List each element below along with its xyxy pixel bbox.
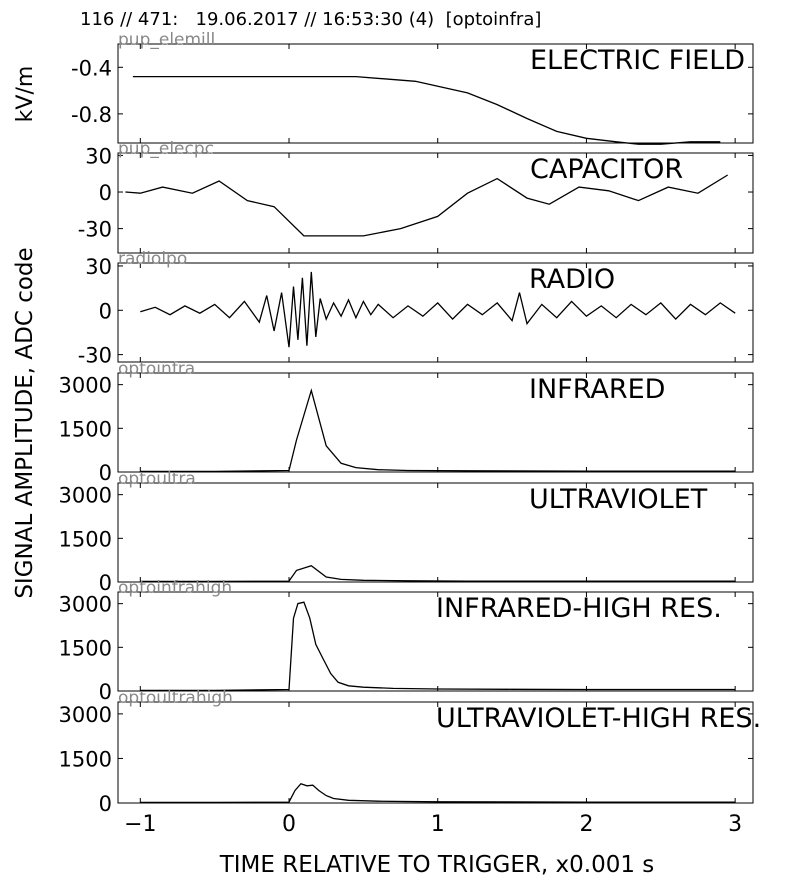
series-line (140, 388, 736, 473)
channel-label: optoinfrahigh (118, 578, 232, 598)
y-tick-label: 0 (99, 680, 112, 704)
panel-pup_elecpc: 30 0 -30 CAPACITOR pup_elecpc (78, 139, 754, 254)
channel-label: optoultrahigh (118, 688, 233, 708)
panel-title: RADIO (529, 264, 615, 295)
y-tick-label: -30 (78, 218, 112, 242)
plot-frame (117, 701, 754, 804)
y-axis-label-top: kV/m (13, 66, 38, 123)
channel-label: pup_elemill (118, 30, 215, 50)
y-tick-label: 0 (99, 792, 112, 816)
y-axis-label-main: SIGNAL AMPLITUDE, ADC code (12, 247, 38, 598)
series-line (140, 564, 736, 583)
y-tick-label: 1500 (59, 636, 112, 660)
y-tick-label: 3000 (59, 374, 112, 398)
channel-label: pup_elecpc (118, 139, 214, 159)
plot-frame (117, 262, 754, 363)
plot-frame (117, 372, 754, 473)
panel-title: INFRARED-HIGH RES. (436, 593, 722, 624)
y-tick-label: 1500 (59, 747, 112, 771)
y-tick-label: 0 (99, 299, 112, 323)
series-line (140, 271, 736, 348)
x-tick-label: 3 (728, 812, 742, 837)
plot-frame (117, 43, 754, 144)
channel-label: optoinfra (118, 359, 195, 379)
channel-label: radiolpo (118, 249, 187, 269)
x-tick-label: −1 (124, 812, 156, 837)
channel-label: optoultra (118, 469, 196, 489)
x-tick-label: 0 (282, 812, 296, 837)
panel-radiolpo: 30 0 -30 RADIO radiolpo (78, 249, 754, 368)
y-tick-label: 0 (99, 461, 112, 485)
y-tick-label: -0.8 (71, 103, 112, 127)
series-line (140, 782, 736, 804)
y-tick-label: 3000 (59, 593, 112, 617)
series-line (125, 174, 729, 237)
plot-frame (117, 591, 754, 692)
panel-pup_elemill: -0.4 -0.8 ELECTRIC FIELD pup_elemill (71, 30, 754, 145)
panel-title: INFRARED (529, 374, 665, 405)
chart-header: 116 // 471: 19.06.2017 // 16:53:30 (4) [… (80, 9, 542, 30)
x-axis-label: TIME RELATIVE TO TRIGGER, x0.001 s (219, 852, 655, 878)
panel-title: CAPACITOR (530, 154, 683, 185)
panel-optoultrahigh: 3000 1500 0 ULTRAVIOLET-HIGH RES. optoultrah… (59, 688, 762, 816)
panel-title: ELECTRIC FIELD (530, 45, 745, 76)
y-tick-label: -0.4 (71, 56, 112, 80)
plot-frame (117, 152, 754, 254)
y-tick-label: 3000 (59, 484, 112, 508)
series-line (132, 75, 721, 145)
x-tick-label: 1 (431, 812, 445, 837)
y-tick-label: -30 (78, 344, 112, 368)
y-tick-label: 30 (85, 255, 112, 279)
y-tick-label: 3000 (59, 703, 112, 727)
y-tick-label: 0 (99, 571, 112, 595)
panel-optoinfra: 3000 1500 0 INFRARED optoinfra (59, 359, 754, 485)
panel-optoinfrahigh: 3000 1500 0 INFRARED-HIGH RES. optoinfrahigh (59, 578, 754, 704)
y-tick-label: 30 (85, 144, 112, 168)
panel-optoultra: 3000 1500 0 ULTRAVIOLET optoultra (59, 469, 754, 595)
y-tick-label: 1500 (59, 417, 112, 441)
y-tick-label: 1500 (59, 527, 112, 551)
x-tick-label: 2 (579, 812, 593, 837)
y-tick-label: 0 (99, 181, 112, 205)
series-line (140, 601, 736, 692)
panel-title: ULTRAVIOLET (529, 484, 708, 515)
panel-title: ULTRAVIOLET-HIGH RES. (436, 703, 761, 734)
plot-frame (117, 482, 754, 583)
